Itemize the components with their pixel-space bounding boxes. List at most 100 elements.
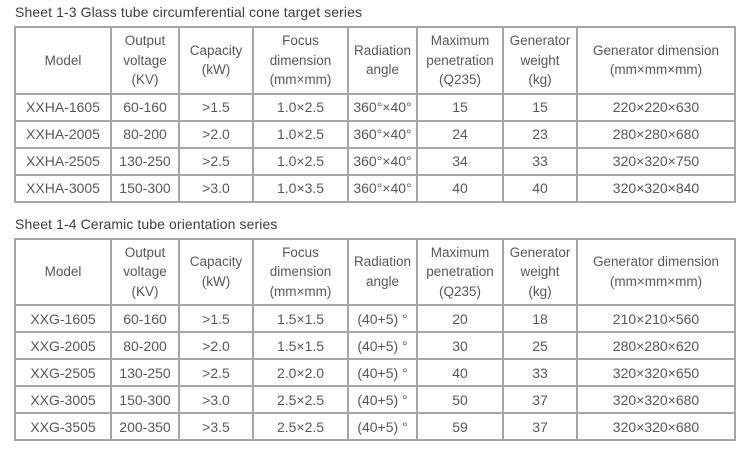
cell-voltage: 60-160 — [110, 304, 180, 334]
cell-penetration: 24 — [416, 119, 504, 149]
column-header-focus-dimension: Focus dimension (mm×mm) — [252, 237, 349, 307]
cell-weight: 25 — [502, 331, 578, 361]
cell-dimension: 220×220×630 — [576, 92, 736, 122]
cell-dimension: 280×280×680 — [576, 119, 736, 149]
cell-capacity: >2.5 — [178, 358, 254, 388]
cell-angle: (40+5) ° — [347, 358, 418, 388]
cell-penetration: 59 — [416, 412, 504, 442]
cell-model: XXG-1605 — [14, 304, 112, 334]
cell-angle: 360°×40° — [347, 119, 418, 149]
page: Sheet 1-3 Glass tube circumferential con… — [14, 4, 736, 442]
cell-angle: (40+5) ° — [347, 385, 418, 415]
cell-capacity: >1.5 — [178, 304, 254, 334]
column-header-generator-weight: Generator weight (kg) — [502, 237, 578, 307]
cell-weight: 18 — [502, 304, 578, 334]
table-row: XXG-2505 130-250 >2.5 2.0×2.0 (40+5) ° 4… — [14, 358, 736, 388]
table-row: XXHA-2505 130-250 >2.5 1.0×2.5 360°×40° … — [14, 146, 736, 176]
cell-voltage: 200-350 — [110, 412, 180, 442]
cell-angle: 360°×40° — [347, 92, 418, 122]
cell-voltage: 80-200 — [110, 119, 180, 149]
column-header-capacity: Capacity (kW) — [178, 26, 254, 95]
cell-voltage: 80-200 — [110, 331, 180, 361]
cell-weight: 23 — [502, 119, 578, 149]
cell-capacity: >3.5 — [178, 412, 254, 442]
table-row: XXHA-3005 150-300 >3.0 1.0×3.5 360°×40° … — [14, 173, 736, 203]
column-header-model: Model — [14, 237, 112, 307]
column-header-output-voltage: Output voltage (KV) — [110, 26, 180, 95]
column-header-model: Model — [14, 26, 112, 95]
cell-voltage: 130-250 — [110, 358, 180, 388]
cell-capacity: >2.0 — [178, 331, 254, 361]
table-row: XXHA-2005 80-200 >2.0 1.0×2.5 360°×40° 2… — [14, 119, 736, 149]
cell-model: XXG-2505 — [14, 358, 112, 388]
cell-dimension: 320×320×680 — [576, 385, 736, 415]
header-row: Model Output voltage (KV) Capacity (kW) … — [14, 26, 736, 95]
cell-voltage: 150-300 — [110, 385, 180, 415]
cell-penetration: 40 — [416, 173, 504, 203]
table-row: XXG-3005 150-300 >3.0 2.5×2.5 (40+5) ° 5… — [14, 385, 736, 415]
cell-dimension: 320×320×840 — [576, 173, 736, 203]
sheet-1-3-table: Model Output voltage (KV) Capacity (kW) … — [14, 26, 736, 203]
column-header-max-penetration: Maximum penetration (Q235) — [416, 26, 504, 95]
cell-model: XXG-3005 — [14, 385, 112, 415]
cell-weight: 15 — [502, 92, 578, 122]
cell-angle: 360°×40° — [347, 146, 418, 176]
cell-weight: 37 — [502, 385, 578, 415]
cell-voltage: 60-160 — [110, 92, 180, 122]
cell-voltage: 130-250 — [110, 146, 180, 176]
cell-capacity: >2.0 — [178, 119, 254, 149]
cell-capacity: >3.0 — [178, 385, 254, 415]
cell-focus: 2.0×2.0 — [252, 358, 349, 388]
column-header-generator-dimension: Generator dimension (mm×mm×mm) — [576, 26, 736, 95]
cell-penetration: 50 — [416, 385, 504, 415]
cell-penetration: 15 — [416, 92, 504, 122]
cell-dimension: 320×320×680 — [576, 412, 736, 442]
table-row: XXG-2005 80-200 >2.0 1.5×1.5 (40+5) ° 30… — [14, 331, 736, 361]
cell-angle: (40+5) ° — [347, 412, 418, 442]
column-header-capacity: Capacity (kW) — [178, 237, 254, 307]
sheet-1-3-title: Sheet 1-3 Glass tube circumferential con… — [15, 4, 363, 20]
cell-model: XXHA-2005 — [14, 119, 112, 149]
cell-capacity: >2.5 — [178, 146, 254, 176]
table-row: XXG-1605 60-160 >1.5 1.5×1.5 (40+5) ° 20… — [14, 304, 736, 334]
cell-dimension: 280×280×620 — [576, 331, 736, 361]
cell-model: XXG-3505 — [14, 412, 112, 442]
cell-voltage: 150-300 — [110, 173, 180, 203]
table-row: XXHA-1605 60-160 >1.5 1.0×2.5 360°×40° 1… — [14, 92, 736, 122]
cell-focus: 1.0×2.5 — [252, 119, 349, 149]
cell-weight: 33 — [502, 146, 578, 176]
cell-angle: (40+5) ° — [347, 304, 418, 334]
cell-dimension: 320×320×750 — [576, 146, 736, 176]
cell-capacity: >1.5 — [178, 92, 254, 122]
cell-capacity: >3.0 — [178, 173, 254, 203]
cell-penetration: 40 — [416, 358, 504, 388]
column-header-radiation-angle: Radiation angle — [347, 26, 418, 95]
table-row: XXG-3505 200-350 >3.5 2.5×2.5 (40+5) ° 5… — [14, 412, 736, 442]
cell-focus: 1.5×1.5 — [252, 331, 349, 361]
cell-penetration: 34 — [416, 146, 504, 176]
cell-model: XXHA-3005 — [14, 173, 112, 203]
cell-dimension: 210×210×560 — [576, 304, 736, 334]
cell-penetration: 20 — [416, 304, 504, 334]
cell-focus: 2.5×2.5 — [252, 412, 349, 442]
column-header-generator-weight: Generator weight (kg) — [502, 26, 578, 95]
cell-angle: (40+5) ° — [347, 331, 418, 361]
cell-focus: 1.0×2.5 — [252, 92, 349, 122]
cell-angle: 360°×40° — [347, 173, 418, 203]
header-row: Model Output voltage (KV) Capacity (kW) … — [14, 237, 736, 307]
column-header-generator-dimension: Generator dimension (mm×mm×mm) — [576, 237, 736, 307]
cell-dimension: 320×320×650 — [576, 358, 736, 388]
column-header-radiation-angle: Radiation angle — [347, 237, 418, 307]
cell-focus: 1.5×1.5 — [252, 304, 349, 334]
column-header-max-penetration: Maximum penetration (Q235) — [416, 237, 504, 307]
cell-focus: 1.0×3.5 — [252, 173, 349, 203]
cell-weight: 33 — [502, 358, 578, 388]
cell-model: XXHA-2505 — [14, 146, 112, 176]
sheet-1-4-table: Model Output voltage (KV) Capacity (kW) … — [14, 237, 736, 442]
column-header-focus-dimension: Focus dimension (mm×mm) — [252, 26, 349, 95]
column-header-output-voltage: Output voltage (KV) — [110, 237, 180, 307]
cell-model: XXHA-1605 — [14, 92, 112, 122]
sheet-1-4-title: Sheet 1-4 Ceramic tube orientation serie… — [15, 215, 278, 232]
cell-weight: 40 — [502, 173, 578, 203]
cell-weight: 37 — [502, 412, 578, 442]
